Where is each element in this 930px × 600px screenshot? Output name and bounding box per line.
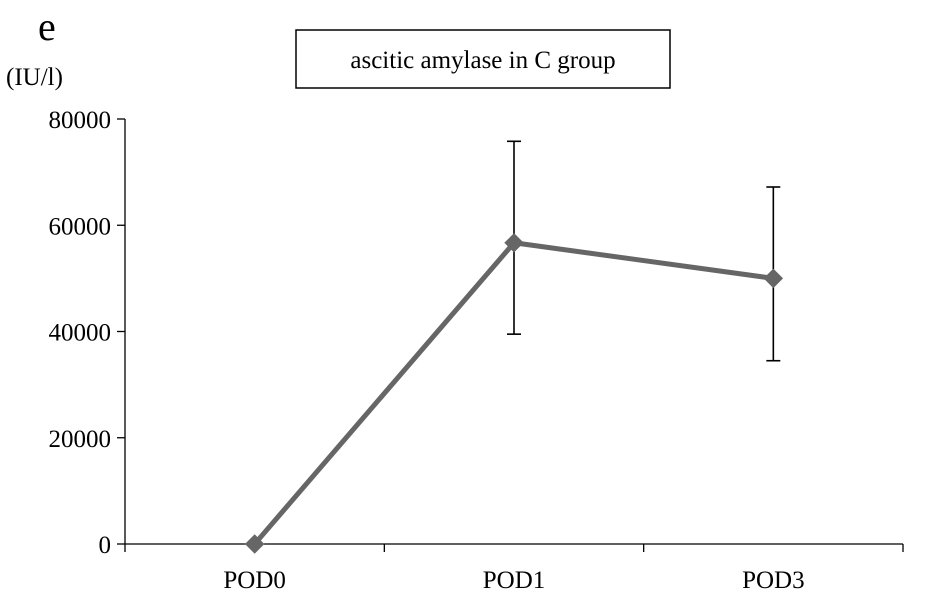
panel-letter: e [38,4,56,49]
x-tick-label: POD1 [483,567,546,594]
y-ticks: 0 20000 40000 60000 80000 [49,107,125,559]
error-bars [507,140,781,362]
data-point-marker [244,534,265,554]
y-tick-label: 0 [99,532,112,559]
y-tick-label: 20000 [49,426,112,453]
y-tick-label: 80000 [49,107,112,134]
y-tick-label: 60000 [49,213,112,240]
x-tick-label: POD0 [223,567,286,594]
data-point-marker [763,268,784,289]
x-tick-label: POD3 [742,567,805,594]
title-frame [295,29,671,89]
chart-title-box: ascitic amylase in C group [295,29,671,89]
x-ticks: POD0 POD1 POD3 [124,544,904,594]
chart-title: ascitic amylase in C group [350,47,615,74]
data-markers [244,233,784,554]
y-tick-label: 40000 [49,320,112,347]
y-axis-unit-label: (IU/l) [6,64,63,91]
data-point-marker [504,233,524,253]
